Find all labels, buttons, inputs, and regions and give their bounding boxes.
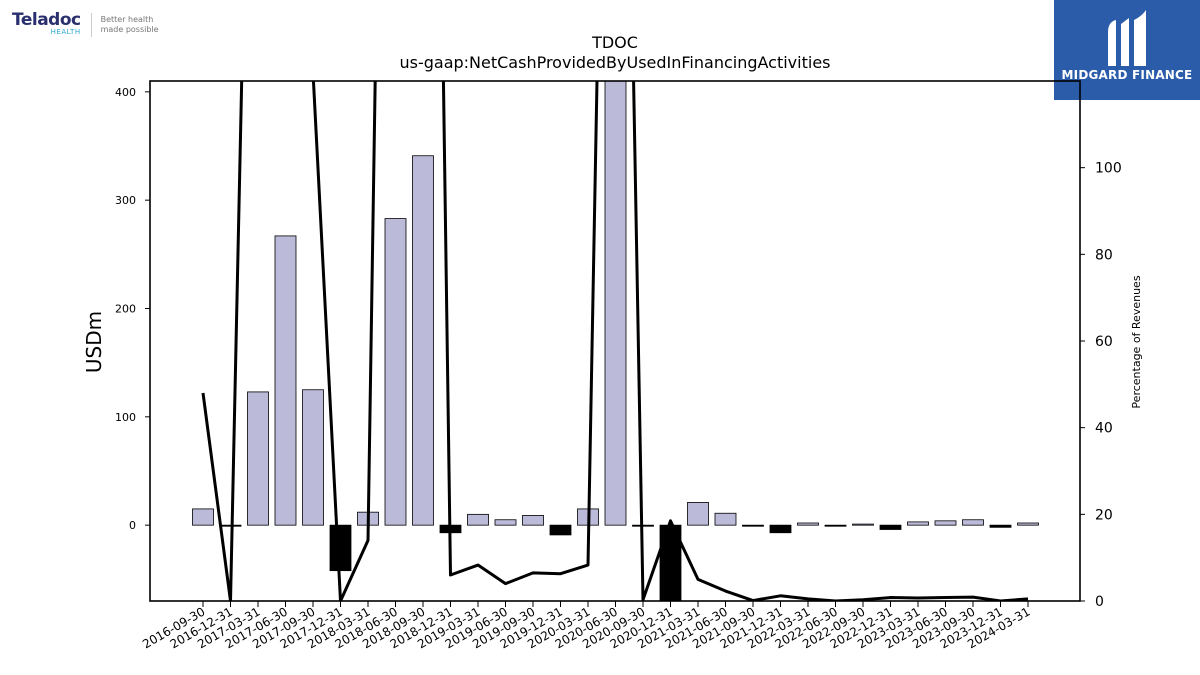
bar-2019-12-31 bbox=[549, 524, 572, 536]
company-tagline-line2: made possible bbox=[100, 24, 159, 34]
plot-area: 01002003004000204060801002016-09-302016-… bbox=[115, 80, 1122, 651]
bar-2022-12-31 bbox=[879, 524, 902, 530]
y-tick-label-200: 200 bbox=[115, 303, 136, 316]
bar-2019-06-30 bbox=[494, 519, 517, 526]
company-logo: Teladoc HEALTH Better health made possib… bbox=[12, 12, 159, 37]
publisher-badge: MIDGARD FINANCE bbox=[1054, 0, 1200, 100]
company-logo-subtext: HEALTH bbox=[50, 28, 81, 36]
bar-2019-03-31 bbox=[467, 513, 489, 526]
plot-content bbox=[192, 81, 1039, 601]
bar-2023-06-30 bbox=[934, 520, 957, 526]
bar-2021-09-30 bbox=[742, 524, 764, 527]
bar-2023-12-31 bbox=[989, 524, 1012, 528]
y-tick-label-400: 400 bbox=[115, 86, 136, 99]
company-tagline-line1: Better health bbox=[100, 14, 154, 24]
y2-tick-label-60: 60 bbox=[1095, 334, 1113, 350]
y2-tick-label-20: 20 bbox=[1095, 507, 1113, 523]
bar-2018-06-30 bbox=[384, 218, 407, 526]
bar-2023-03-31 bbox=[907, 521, 929, 526]
y-tick-label-100: 100 bbox=[115, 411, 136, 424]
company-tagline: Better health made possible bbox=[101, 15, 159, 35]
bar-2017-09-30 bbox=[302, 389, 324, 526]
bar-2022-03-31 bbox=[797, 522, 819, 526]
y2-axis-label: Percentage of Revenues bbox=[1130, 275, 1143, 408]
bar-2022-06-30 bbox=[824, 524, 847, 527]
company-logo-wordmark: Teladoc HEALTH bbox=[12, 12, 81, 37]
bar-2017-03-31 bbox=[247, 391, 269, 526]
bar-2021-03-31 bbox=[687, 502, 709, 526]
bar-2019-09-30 bbox=[522, 515, 544, 526]
bar-2021-12-31 bbox=[769, 524, 792, 534]
chart-title: TDOC bbox=[591, 33, 638, 52]
bar-2020-06-30 bbox=[604, 81, 627, 526]
y2-tick-label-80: 80 bbox=[1095, 247, 1113, 263]
logo-divider bbox=[90, 12, 92, 37]
company-logo-text: Teladoc bbox=[12, 10, 81, 30]
bar-2016-12-31 bbox=[219, 524, 242, 527]
bar-2021-06-30 bbox=[714, 512, 737, 526]
bar-2023-09-30 bbox=[962, 519, 984, 526]
bar-2016-09-30 bbox=[192, 508, 214, 526]
publisher-name: MIDGARD FINANCE bbox=[1061, 68, 1193, 82]
bar-2018-09-30 bbox=[412, 155, 434, 526]
y-tick-label-0: 0 bbox=[129, 519, 136, 532]
y-axis-label: USDm bbox=[82, 311, 106, 373]
bar-2017-12-31 bbox=[329, 524, 352, 572]
y2-tick-label-100: 100 bbox=[1095, 161, 1122, 177]
y2-tick-label-0: 0 bbox=[1095, 594, 1104, 610]
y-tick-label-300: 300 bbox=[115, 194, 136, 207]
line-series-percentage bbox=[201, 81, 1029, 601]
bar-2024-03-31 bbox=[1017, 522, 1039, 526]
bar-2017-06-30 bbox=[274, 235, 297, 526]
chart-subtitle: us-gaap:NetCashProvidedByUsedInFinancing… bbox=[399, 53, 830, 72]
y2-tick-label-40: 40 bbox=[1095, 421, 1113, 437]
publisher-logo-icon bbox=[1108, 10, 1146, 66]
bar-2022-09-30 bbox=[852, 523, 874, 526]
